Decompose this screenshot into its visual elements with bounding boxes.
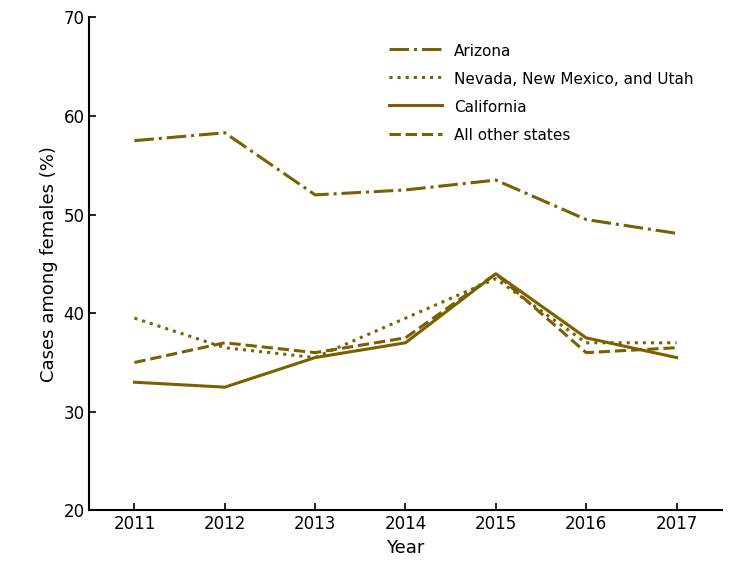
Nevada, New Mexico, and Utah: [130, 315, 139, 322]
All other states: [491, 270, 500, 277]
California: [491, 270, 500, 277]
All other states: [311, 349, 320, 356]
Arizona: [672, 230, 681, 237]
All other states: [220, 339, 229, 346]
Nevada, New Mexico, and Utah: [672, 339, 681, 346]
Line: Arizona: Arizona: [135, 133, 676, 233]
Nevada, New Mexico, and Utah: [401, 315, 410, 322]
California: [130, 379, 139, 386]
X-axis label: Year: Year: [386, 539, 425, 557]
California: [311, 354, 320, 361]
Line: Nevada, New Mexico, and Utah: Nevada, New Mexico, and Utah: [135, 279, 676, 357]
California: [401, 339, 410, 346]
Nevada, New Mexico, and Utah: [491, 276, 500, 282]
Nevada, New Mexico, and Utah: [311, 354, 320, 361]
California: [220, 384, 229, 391]
Line: California: California: [135, 274, 676, 387]
All other states: [672, 345, 681, 351]
Arizona: [401, 187, 410, 194]
Line: All other states: All other states: [135, 274, 676, 362]
Arizona: [582, 216, 591, 223]
Nevada, New Mexico, and Utah: [582, 339, 591, 346]
All other states: [401, 334, 410, 341]
California: [582, 334, 591, 341]
Arizona: [130, 137, 139, 144]
All other states: [130, 359, 139, 366]
All other states: [582, 349, 591, 356]
Arizona: [220, 129, 229, 136]
Y-axis label: Cases among females (%): Cases among females (%): [39, 146, 58, 382]
California: [672, 354, 681, 361]
Nevada, New Mexico, and Utah: [220, 345, 229, 351]
Arizona: [491, 177, 500, 184]
Arizona: [311, 191, 320, 198]
Legend: Arizona, Nevada, New Mexico, and Utah, California, All other states: Arizona, Nevada, New Mexico, and Utah, C…: [381, 35, 702, 151]
